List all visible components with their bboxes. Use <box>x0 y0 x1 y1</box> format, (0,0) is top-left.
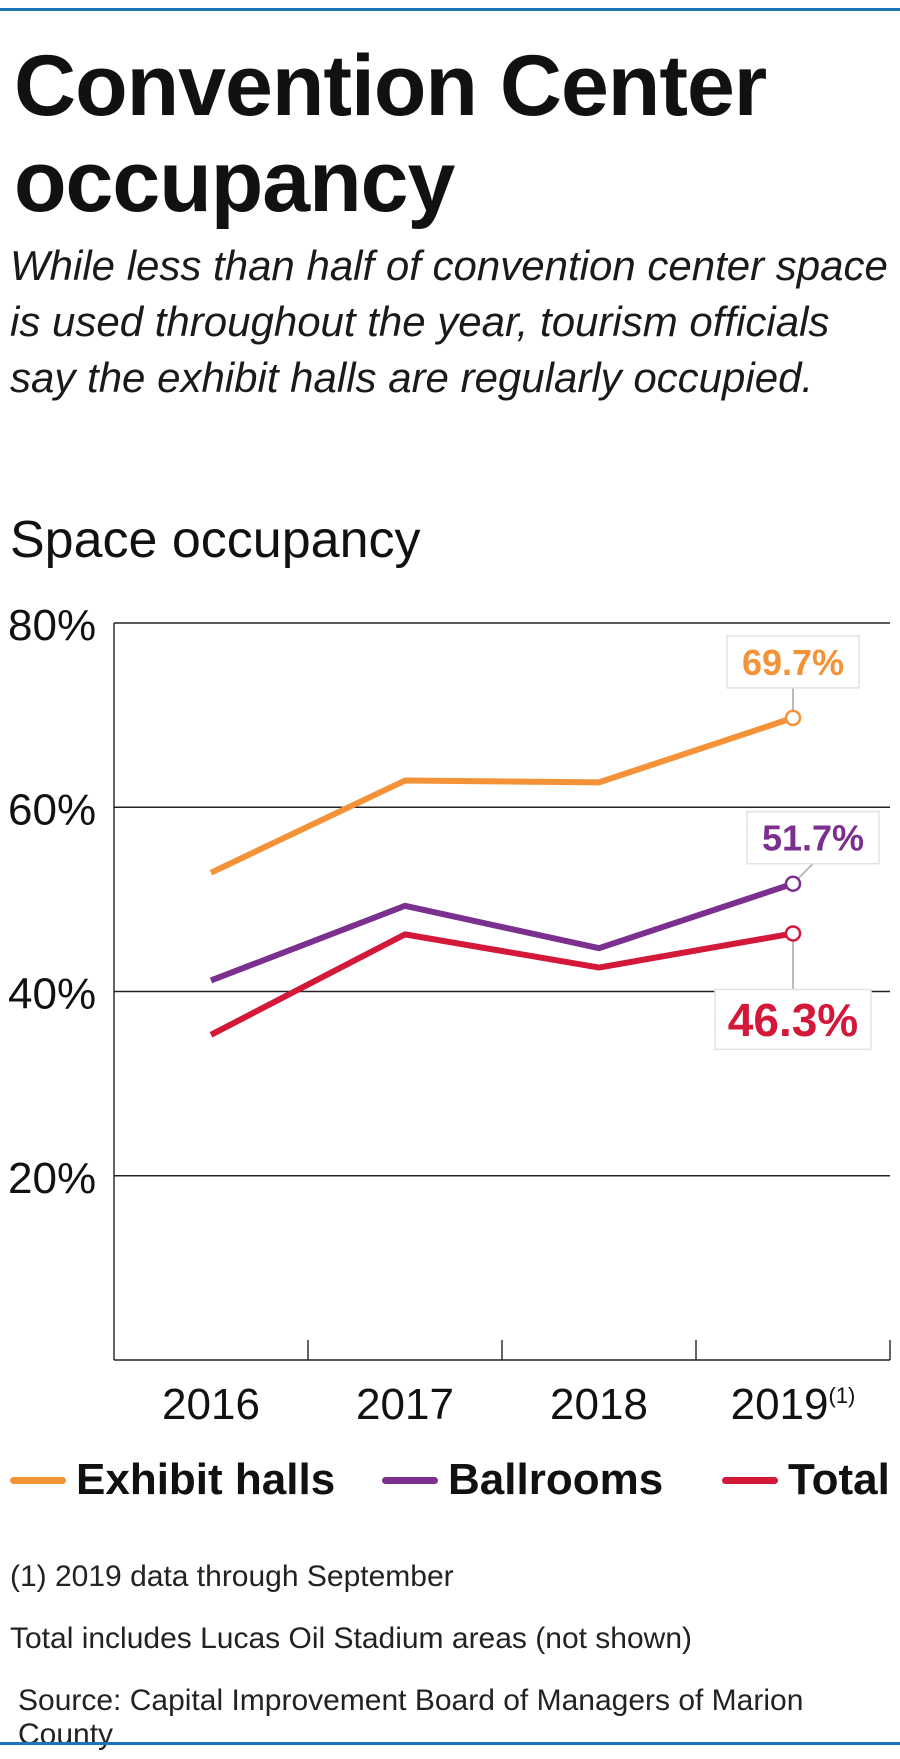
x-tick-footnote-marker: (1) <box>829 1383 856 1408</box>
chart-title: Space occupancy <box>10 511 421 569</box>
series-line-total <box>209 930 794 1038</box>
endpoint-marker <box>784 875 802 892</box>
top-rule <box>0 8 900 11</box>
data-label: 51.7% <box>762 818 864 859</box>
endpoint-marker <box>784 709 802 727</box>
source-line: Source: Capital Improvement Board of Man… <box>18 1684 804 1751</box>
legend-label-ballrooms: Ballrooms <box>448 1455 664 1504</box>
legend-swatch-total <box>722 1476 778 1484</box>
y-tick-label: 20% <box>8 1154 96 1203</box>
x-tick-label: 2017 <box>356 1380 454 1429</box>
callout-box <box>726 635 860 689</box>
footnote-total: Total includes Lucas Oil Stadium areas (… <box>10 1622 693 1655</box>
legend-label-total: Total <box>788 1455 890 1504</box>
series-line-ballrooms <box>209 880 794 984</box>
legend-swatch-ballrooms <box>382 1476 438 1484</box>
occupancy-line-chart: 80% 60% 40% 20% 2016 2017 2018 2019(1) 69.7% 51.7… <box>8 601 891 1429</box>
legend-item-exhibit-halls: Exhibit halls <box>10 1455 335 1505</box>
x-tick-label: 2019(1) <box>731 1380 856 1429</box>
endpoint-marker <box>784 925 802 942</box>
page-subtitle: While less than half of convention cente… <box>10 242 888 401</box>
x-tick-label: 2018 <box>550 1380 648 1429</box>
y-tick-label: 60% <box>8 785 96 834</box>
callout-box <box>714 988 872 1051</box>
legend-swatch-exhibit-halls <box>10 1476 66 1484</box>
y-tick-label: 80% <box>8 601 96 650</box>
page-title: Convention Center occupancy <box>14 38 767 230</box>
bottom-rule <box>0 1742 900 1745</box>
legend-item-total: Total <box>722 1455 890 1505</box>
data-label: 46.3% <box>728 994 858 1046</box>
data-label: 69.7% <box>742 642 844 683</box>
x-tick-label: 2016 <box>162 1380 260 1429</box>
legend-label-exhibit-halls: Exhibit halls <box>76 1455 336 1504</box>
y-tick-label: 40% <box>8 970 96 1019</box>
footnote-2019: (1) 2019 data through September <box>10 1560 454 1593</box>
legend-item-ballrooms: Ballrooms <box>382 1455 663 1505</box>
chart-legend: Exhibit halls Ballrooms Total <box>0 1455 900 1519</box>
callout-box <box>746 810 880 865</box>
series-line-exhibit-halls <box>209 715 794 876</box>
